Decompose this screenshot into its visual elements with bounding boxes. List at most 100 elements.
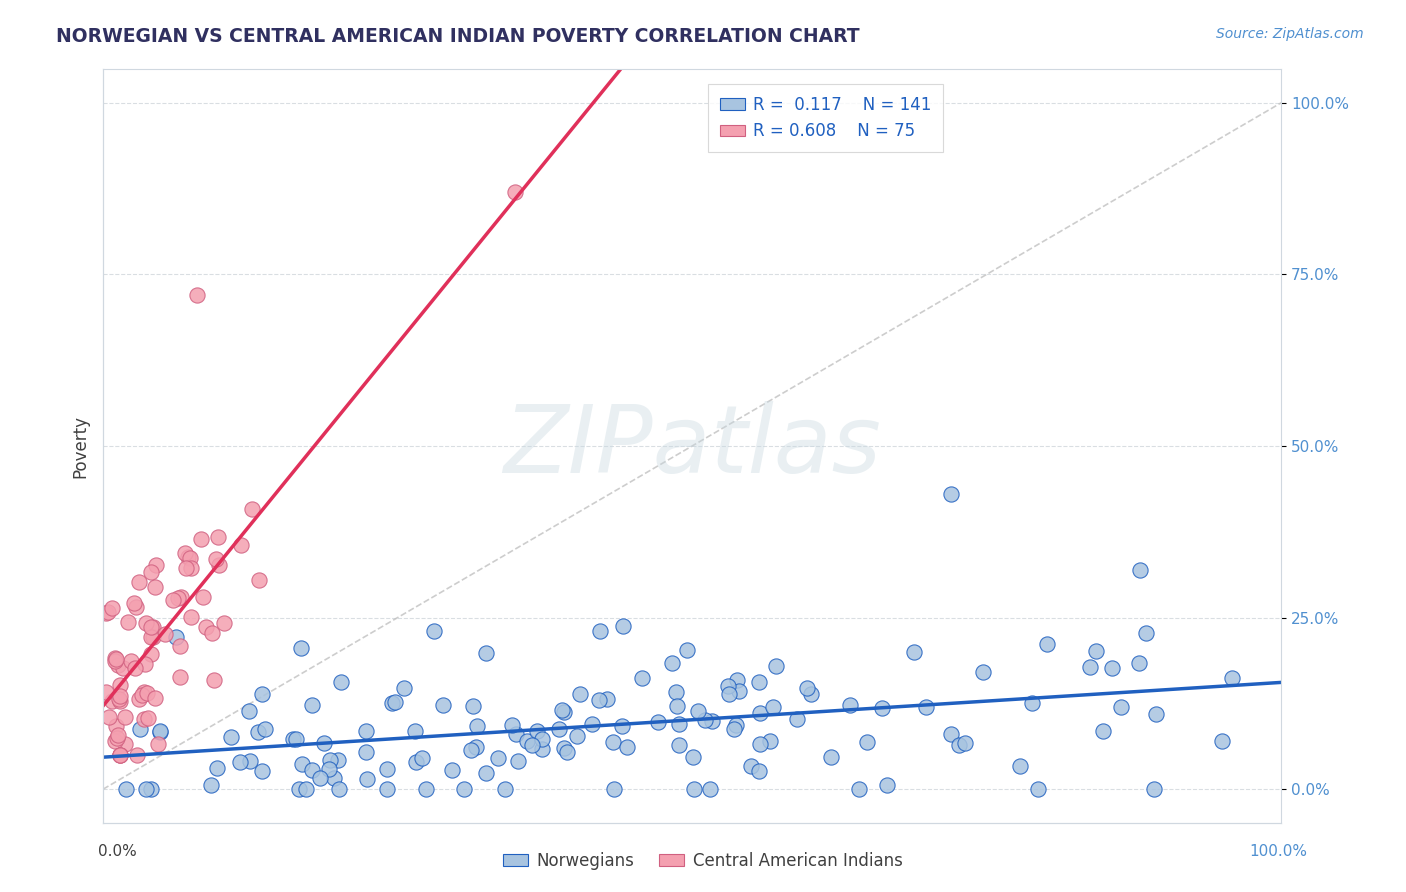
Point [169, 670, 191, 684]
Point [588, 693, 610, 707]
Point [501, 718, 523, 732]
Text: 0.0%: 0.0% [98, 845, 138, 859]
Point [1078, 660, 1101, 674]
Point [1128, 657, 1150, 671]
Point [475, 646, 498, 660]
Y-axis label: Poverty: Poverty [72, 415, 89, 477]
Point [465, 718, 488, 732]
Point [415, 782, 437, 797]
Point [97, 710, 120, 724]
Point [254, 722, 277, 736]
Point [104, 734, 127, 748]
Point [96, 606, 118, 620]
Point [190, 532, 212, 546]
Point [114, 709, 136, 723]
Point [693, 713, 716, 727]
Point [229, 538, 252, 552]
Point [461, 698, 484, 713]
Point [505, 727, 527, 741]
Point [149, 725, 172, 739]
Point [699, 782, 721, 797]
Point [520, 738, 543, 752]
Point [551, 703, 574, 717]
Point [179, 551, 201, 566]
Point [136, 686, 159, 700]
Point [665, 698, 688, 713]
Point [108, 747, 131, 762]
Point [762, 700, 785, 714]
Point [148, 737, 170, 751]
Point [97, 605, 120, 619]
Point [252, 687, 274, 701]
Point [377, 762, 399, 776]
Point [876, 778, 898, 792]
Point [186, 288, 208, 302]
Point [100, 693, 122, 707]
Point [668, 717, 690, 731]
Point [1129, 562, 1152, 576]
Point [115, 782, 138, 797]
Point [328, 753, 350, 767]
Point [630, 672, 652, 686]
Point [717, 679, 740, 693]
Point [177, 550, 200, 565]
Point [208, 558, 231, 572]
Text: ZIPatlas: ZIPatlas [503, 401, 882, 491]
Point [135, 615, 157, 630]
Point [107, 658, 129, 673]
Point [748, 674, 770, 689]
Point [129, 722, 152, 736]
Point [108, 694, 131, 708]
Point [665, 685, 688, 699]
Point [165, 630, 187, 644]
Point [141, 630, 163, 644]
Point [105, 719, 128, 733]
Point [588, 624, 610, 639]
Point [285, 731, 308, 746]
Point [169, 639, 191, 653]
Point [166, 591, 188, 606]
Point [212, 616, 235, 631]
Point [526, 723, 548, 738]
Point [205, 551, 228, 566]
Point [553, 705, 575, 719]
Point [567, 729, 589, 743]
Point [555, 745, 578, 759]
Point [749, 737, 772, 751]
Point [392, 681, 415, 695]
Point [301, 698, 323, 712]
Point [838, 698, 860, 713]
Point [724, 718, 747, 732]
Point [329, 674, 352, 689]
Text: Source: ZipAtlas.com: Source: ZipAtlas.com [1216, 27, 1364, 41]
Point [728, 684, 751, 698]
Point [683, 782, 706, 797]
Point [1143, 782, 1166, 797]
Point [153, 626, 176, 640]
Point [114, 738, 136, 752]
Point [356, 746, 378, 760]
Point [105, 731, 128, 746]
Point [128, 692, 150, 706]
Point [202, 673, 225, 687]
Point [553, 740, 575, 755]
Point [122, 596, 145, 610]
Point [141, 620, 163, 634]
Point [486, 750, 509, 764]
Point [142, 631, 165, 645]
Point [465, 740, 488, 755]
Point [494, 782, 516, 797]
Point [318, 762, 340, 776]
Point [104, 654, 127, 668]
Point [104, 652, 127, 666]
Point [453, 782, 475, 797]
Point [128, 575, 150, 590]
Point [219, 731, 242, 745]
Point [612, 619, 634, 633]
Point [530, 732, 553, 747]
Point [796, 681, 818, 695]
Point [356, 772, 378, 786]
Point [229, 755, 252, 769]
Point [110, 689, 132, 703]
Point [148, 724, 170, 739]
